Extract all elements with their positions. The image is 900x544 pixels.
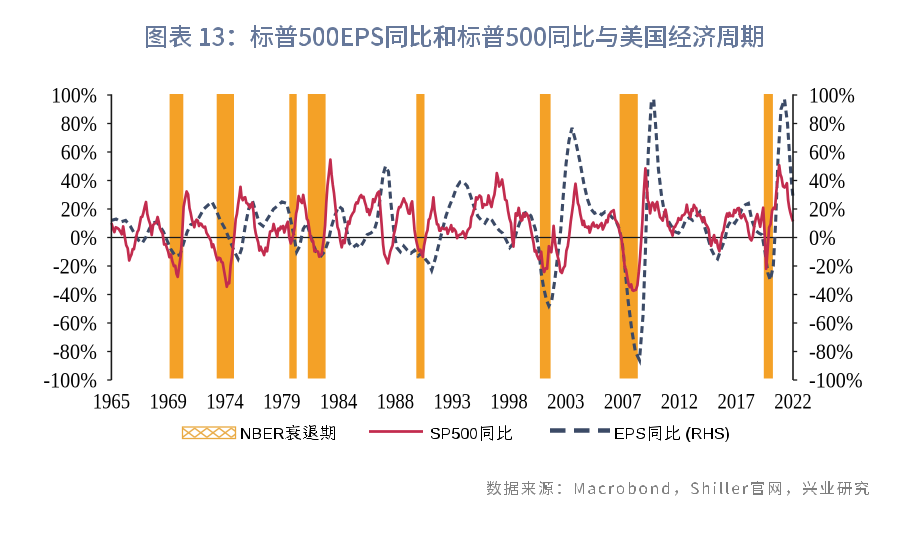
- svg-text:40%: 40%: [61, 168, 97, 193]
- svg-text:-20%: -20%: [809, 253, 853, 278]
- svg-text:1974: 1974: [206, 388, 243, 413]
- svg-text:80%: 80%: [61, 111, 97, 136]
- svg-text:0%: 0%: [70, 225, 97, 250]
- svg-text:1979: 1979: [263, 388, 300, 413]
- svg-text:1998: 1998: [490, 388, 527, 413]
- svg-text:-100%: -100%: [809, 367, 863, 392]
- svg-text:-80%: -80%: [53, 339, 97, 364]
- svg-text:-40%: -40%: [809, 282, 853, 307]
- svg-text:20%: 20%: [61, 196, 97, 221]
- svg-text:-60%: -60%: [53, 310, 97, 335]
- svg-text:1984: 1984: [320, 388, 357, 413]
- svg-text:80%: 80%: [809, 111, 845, 136]
- svg-text:-20%: -20%: [53, 253, 97, 278]
- svg-text:1993: 1993: [434, 388, 471, 413]
- svg-text:2012: 2012: [661, 388, 698, 413]
- svg-text:-60%: -60%: [809, 310, 853, 335]
- svg-text:-100%: -100%: [43, 367, 97, 392]
- svg-text:1988: 1988: [377, 388, 414, 413]
- svg-text:1969: 1969: [150, 388, 187, 413]
- svg-text:-80%: -80%: [809, 339, 853, 364]
- svg-text:100%: 100%: [51, 82, 97, 107]
- svg-text:2007: 2007: [604, 388, 641, 413]
- svg-text:2017: 2017: [718, 388, 755, 413]
- svg-text:60%: 60%: [809, 139, 845, 164]
- svg-text:2003: 2003: [547, 388, 584, 413]
- svg-text:0%: 0%: [809, 225, 836, 250]
- svg-text:60%: 60%: [61, 139, 97, 164]
- svg-text:100%: 100%: [809, 82, 855, 107]
- svg-text:-40%: -40%: [53, 282, 97, 307]
- svg-text:40%: 40%: [809, 168, 845, 193]
- svg-text:20%: 20%: [809, 196, 845, 221]
- svg-text:2022: 2022: [774, 388, 811, 413]
- svg-text:1965: 1965: [93, 388, 130, 413]
